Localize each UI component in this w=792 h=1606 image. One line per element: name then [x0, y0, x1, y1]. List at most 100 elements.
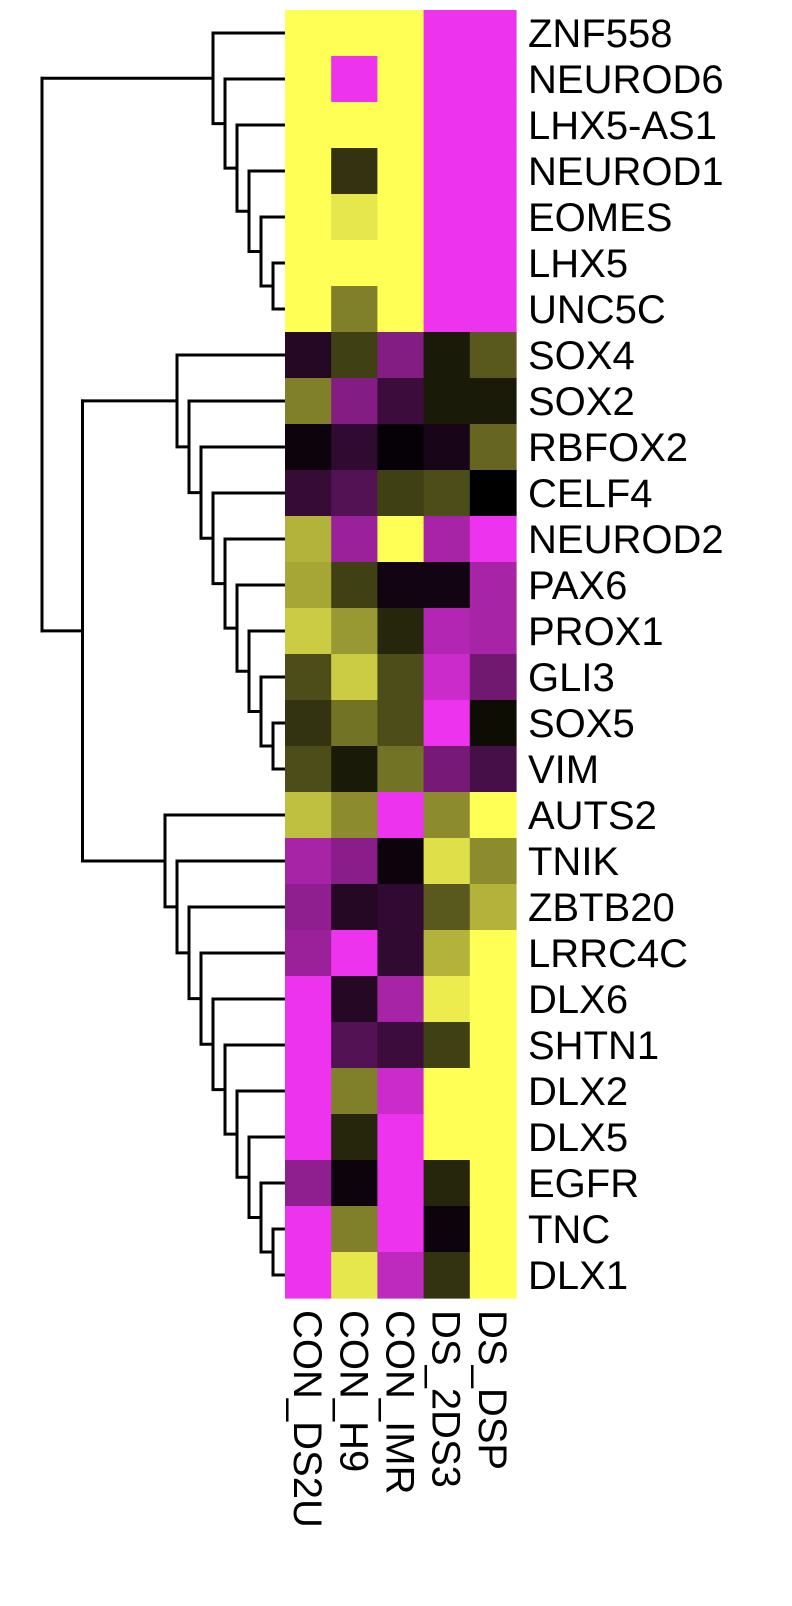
- heatmap-cell: [423, 56, 471, 103]
- heatmap-cell: [469, 1252, 517, 1299]
- dendrogram-branch: [235, 123, 287, 213]
- heatmap-cell: [331, 148, 378, 195]
- row-label: LRRC4C: [528, 932, 688, 976]
- heatmap-cell: [331, 470, 378, 517]
- heatmap-cell: [331, 102, 378, 149]
- heatmap-cell: [377, 10, 425, 57]
- row-label: LHX5-AS1: [528, 104, 717, 148]
- heatmap-cell: [469, 1022, 517, 1069]
- heatmap-cell: [331, 378, 378, 425]
- heatmap-cell: [469, 976, 517, 1023]
- heatmap-cell: [285, 102, 332, 149]
- heatmap-cell: [331, 700, 378, 747]
- heatmap-cell: [331, 56, 378, 103]
- heatmap-cell: [469, 792, 517, 839]
- row-label: SOX4: [528, 334, 635, 378]
- heatmap-cell: [331, 930, 378, 977]
- heatmap-cell: [285, 332, 332, 379]
- row-label: SOX2: [528, 380, 635, 424]
- heatmap-cell: [331, 424, 378, 471]
- heatmap-cell: [377, 1022, 425, 1069]
- heatmap-cell: [423, 746, 471, 793]
- heatmap-cell: [285, 838, 332, 885]
- heatmap-cell: [377, 424, 425, 471]
- heatmap-cell: [423, 1022, 471, 1069]
- row-label: RBFOX2: [528, 426, 688, 470]
- heatmap-cell: [331, 792, 378, 839]
- dendrogram-branch: [247, 1135, 287, 1219]
- heatmap-cell: [285, 516, 332, 563]
- heatmap-cell: [423, 332, 471, 379]
- heatmap-cell: [377, 194, 425, 241]
- heatmap-cell: [377, 516, 425, 563]
- heatmap-cell: [377, 930, 425, 977]
- heatmap-cell: [331, 608, 378, 655]
- heatmap-cell: [331, 976, 378, 1023]
- heatmap-cell: [331, 194, 378, 241]
- heatmap-cell: [377, 286, 425, 333]
- row-label: PAX6: [528, 564, 627, 608]
- heatmap-cell: [285, 1022, 332, 1069]
- heatmap-cell: [331, 746, 378, 793]
- heatmap-cell: [285, 700, 332, 747]
- column-label: DS_2DS3: [424, 1310, 468, 1488]
- heatmap-cell: [285, 424, 332, 471]
- heatmap-cell: [423, 1068, 471, 1115]
- column-label: DS_DSP: [470, 1310, 514, 1470]
- heatmap-cell: [469, 286, 517, 333]
- column-label: CON_H9: [331, 1310, 375, 1472]
- heatmap-cell: [469, 838, 517, 885]
- row-label: SHTN1: [528, 1024, 659, 1068]
- heatmap-cell: [285, 378, 332, 425]
- heatmap-cell: [331, 286, 378, 333]
- row-label: NEUROD1: [528, 150, 724, 194]
- heatmap-cell: [423, 838, 471, 885]
- heatmap-cell: [377, 884, 425, 931]
- heatmap-cell: [377, 838, 425, 885]
- heatmap-cell: [469, 148, 517, 195]
- heatmap-cell: [285, 654, 332, 701]
- heatmap-cell: [377, 102, 425, 149]
- row-label: PROX1: [528, 610, 664, 654]
- heatmap-cell: [469, 240, 517, 287]
- heatmap-cell: [285, 10, 332, 57]
- heatmap-cell: [469, 10, 517, 57]
- row-label: TNC: [528, 1208, 610, 1252]
- heatmap-cell: [331, 1022, 378, 1069]
- heatmap-cell: [469, 56, 517, 103]
- row-label: LHX5: [528, 242, 628, 286]
- column-label: CON_IMR: [378, 1310, 422, 1494]
- heatmap-cell: [285, 194, 332, 241]
- heatmap-cell: [423, 194, 471, 241]
- dendrogram-branch: [235, 1089, 287, 1179]
- heatmap-cell: [285, 1160, 332, 1207]
- heatmap-cell: [377, 654, 425, 701]
- row-label: DLX5: [528, 1116, 628, 1160]
- heatmap-cell: [469, 884, 517, 931]
- heatmap-cell: [377, 608, 425, 655]
- heatmap-cell: [285, 1068, 332, 1115]
- heatmap-cell: [423, 930, 471, 977]
- heatmap-cell: [423, 654, 471, 701]
- heatmap-cell: [423, 148, 471, 195]
- heatmap-cell: [331, 1252, 378, 1299]
- heatmap-cell: [377, 562, 425, 609]
- heatmap-cell: [377, 378, 425, 425]
- heatmap-cell: [285, 976, 332, 1023]
- dendrogram-branch: [247, 169, 287, 253]
- heatmap-cell: [285, 930, 332, 977]
- column-label: CON_DS2U: [285, 1310, 329, 1528]
- heatmap-cell: [377, 1252, 425, 1299]
- heatmap-cell: [469, 516, 517, 563]
- heatmap-cell: [469, 378, 517, 425]
- heatmap-cell: [377, 1160, 425, 1207]
- heatmap-cell: [423, 976, 471, 1023]
- heatmap-cell: [423, 102, 471, 149]
- heatmap-cell: [423, 884, 471, 931]
- row-label: VIM: [528, 748, 599, 792]
- heatmap-cell: [423, 1206, 471, 1253]
- heatmap-cell: [285, 1114, 332, 1161]
- heatmap-cell: [423, 1252, 471, 1299]
- heatmap-cell: [377, 746, 425, 793]
- row-label: NEUROD6: [528, 58, 724, 102]
